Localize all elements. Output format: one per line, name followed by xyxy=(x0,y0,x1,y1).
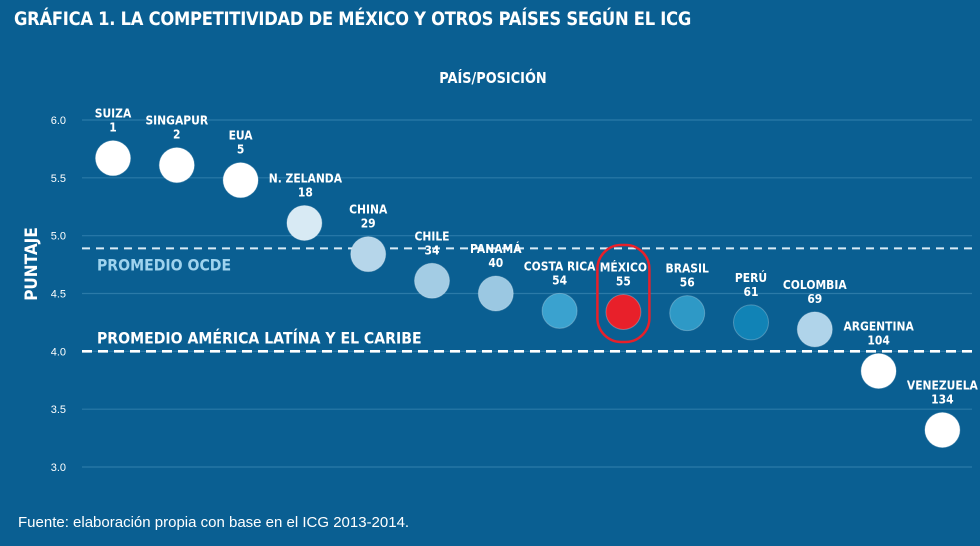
point-country-label: VENEZUELA xyxy=(907,378,978,393)
reference-line-label: PROMEDIO AMÉRICA LATÍNA Y EL CARIBE xyxy=(97,327,422,347)
point-rank-label: 40 xyxy=(488,255,503,270)
point-country-label: BRASIL xyxy=(666,261,710,276)
data-point xyxy=(158,147,195,184)
highlight-ring xyxy=(596,243,651,344)
y-tick-label: 6.0 xyxy=(51,115,66,127)
data-point xyxy=(541,292,578,329)
point-rank-label: 55 xyxy=(616,274,631,289)
data-point xyxy=(286,204,323,241)
y-axis-label: PUNTAJE xyxy=(21,227,41,301)
point-country-label: MÉXICO xyxy=(600,259,647,275)
data-point xyxy=(477,275,514,312)
data-point xyxy=(605,294,642,331)
y-tick-label: 4.0 xyxy=(51,346,66,358)
point-country-label: SINGAPUR xyxy=(145,113,208,128)
point-rank-label: 34 xyxy=(425,242,440,257)
point-country-label: CHINA xyxy=(349,202,387,217)
chart-title: GRÁFICA 1. LA COMPETITIVIDAD DE MÉXICO Y… xyxy=(14,8,691,30)
source-note: Fuente: elaboración propia con base en e… xyxy=(18,514,410,531)
point-rank-label: 69 xyxy=(807,291,822,306)
point-rank-label: 56 xyxy=(680,275,695,290)
point-rank-label: 134 xyxy=(931,392,953,407)
data-point xyxy=(222,162,259,199)
data-point xyxy=(669,295,706,332)
y-tick-label: 5.0 xyxy=(51,231,66,243)
x-axis-label: PAÍS/POSICIÓN xyxy=(439,68,546,87)
data-point xyxy=(733,304,769,341)
point-country-label: CHILE xyxy=(414,228,449,243)
y-tick-label: 3.5 xyxy=(51,404,66,416)
point-country-label: COLOMBIA xyxy=(783,277,847,292)
point-country-label: PANAMÁ xyxy=(470,240,521,256)
point-rank-label: 29 xyxy=(361,216,376,231)
reference-line-label: PROMEDIO OCDE xyxy=(97,256,231,275)
data-point xyxy=(350,236,387,273)
data-point xyxy=(924,411,961,448)
point-country-label: SUIZA xyxy=(95,106,132,121)
y-tick-label: 3.0 xyxy=(51,462,66,474)
data-point xyxy=(95,140,131,177)
y-tick-label: 5.5 xyxy=(51,173,66,185)
point-country-label: EUA xyxy=(229,128,253,143)
point-country-label: ARGENTINA xyxy=(843,319,913,334)
y-tick-label: 4.5 xyxy=(51,289,66,301)
point-rank-label: 61 xyxy=(744,284,759,299)
point-rank-label: 5 xyxy=(237,142,244,157)
point-rank-label: 54 xyxy=(552,273,567,288)
point-country-label: COSTA RICA xyxy=(524,259,596,274)
point-rank-label: 104 xyxy=(867,333,889,348)
point-rank-label: 18 xyxy=(298,185,313,200)
data-point xyxy=(796,311,833,348)
point-rank-label: 1 xyxy=(109,120,116,135)
point-country-label: N. ZELANDA xyxy=(269,171,342,186)
point-rank-label: 2 xyxy=(173,127,180,142)
data-point xyxy=(414,262,450,299)
point-country-label: PERÚ xyxy=(735,269,767,285)
data-point xyxy=(860,352,897,389)
